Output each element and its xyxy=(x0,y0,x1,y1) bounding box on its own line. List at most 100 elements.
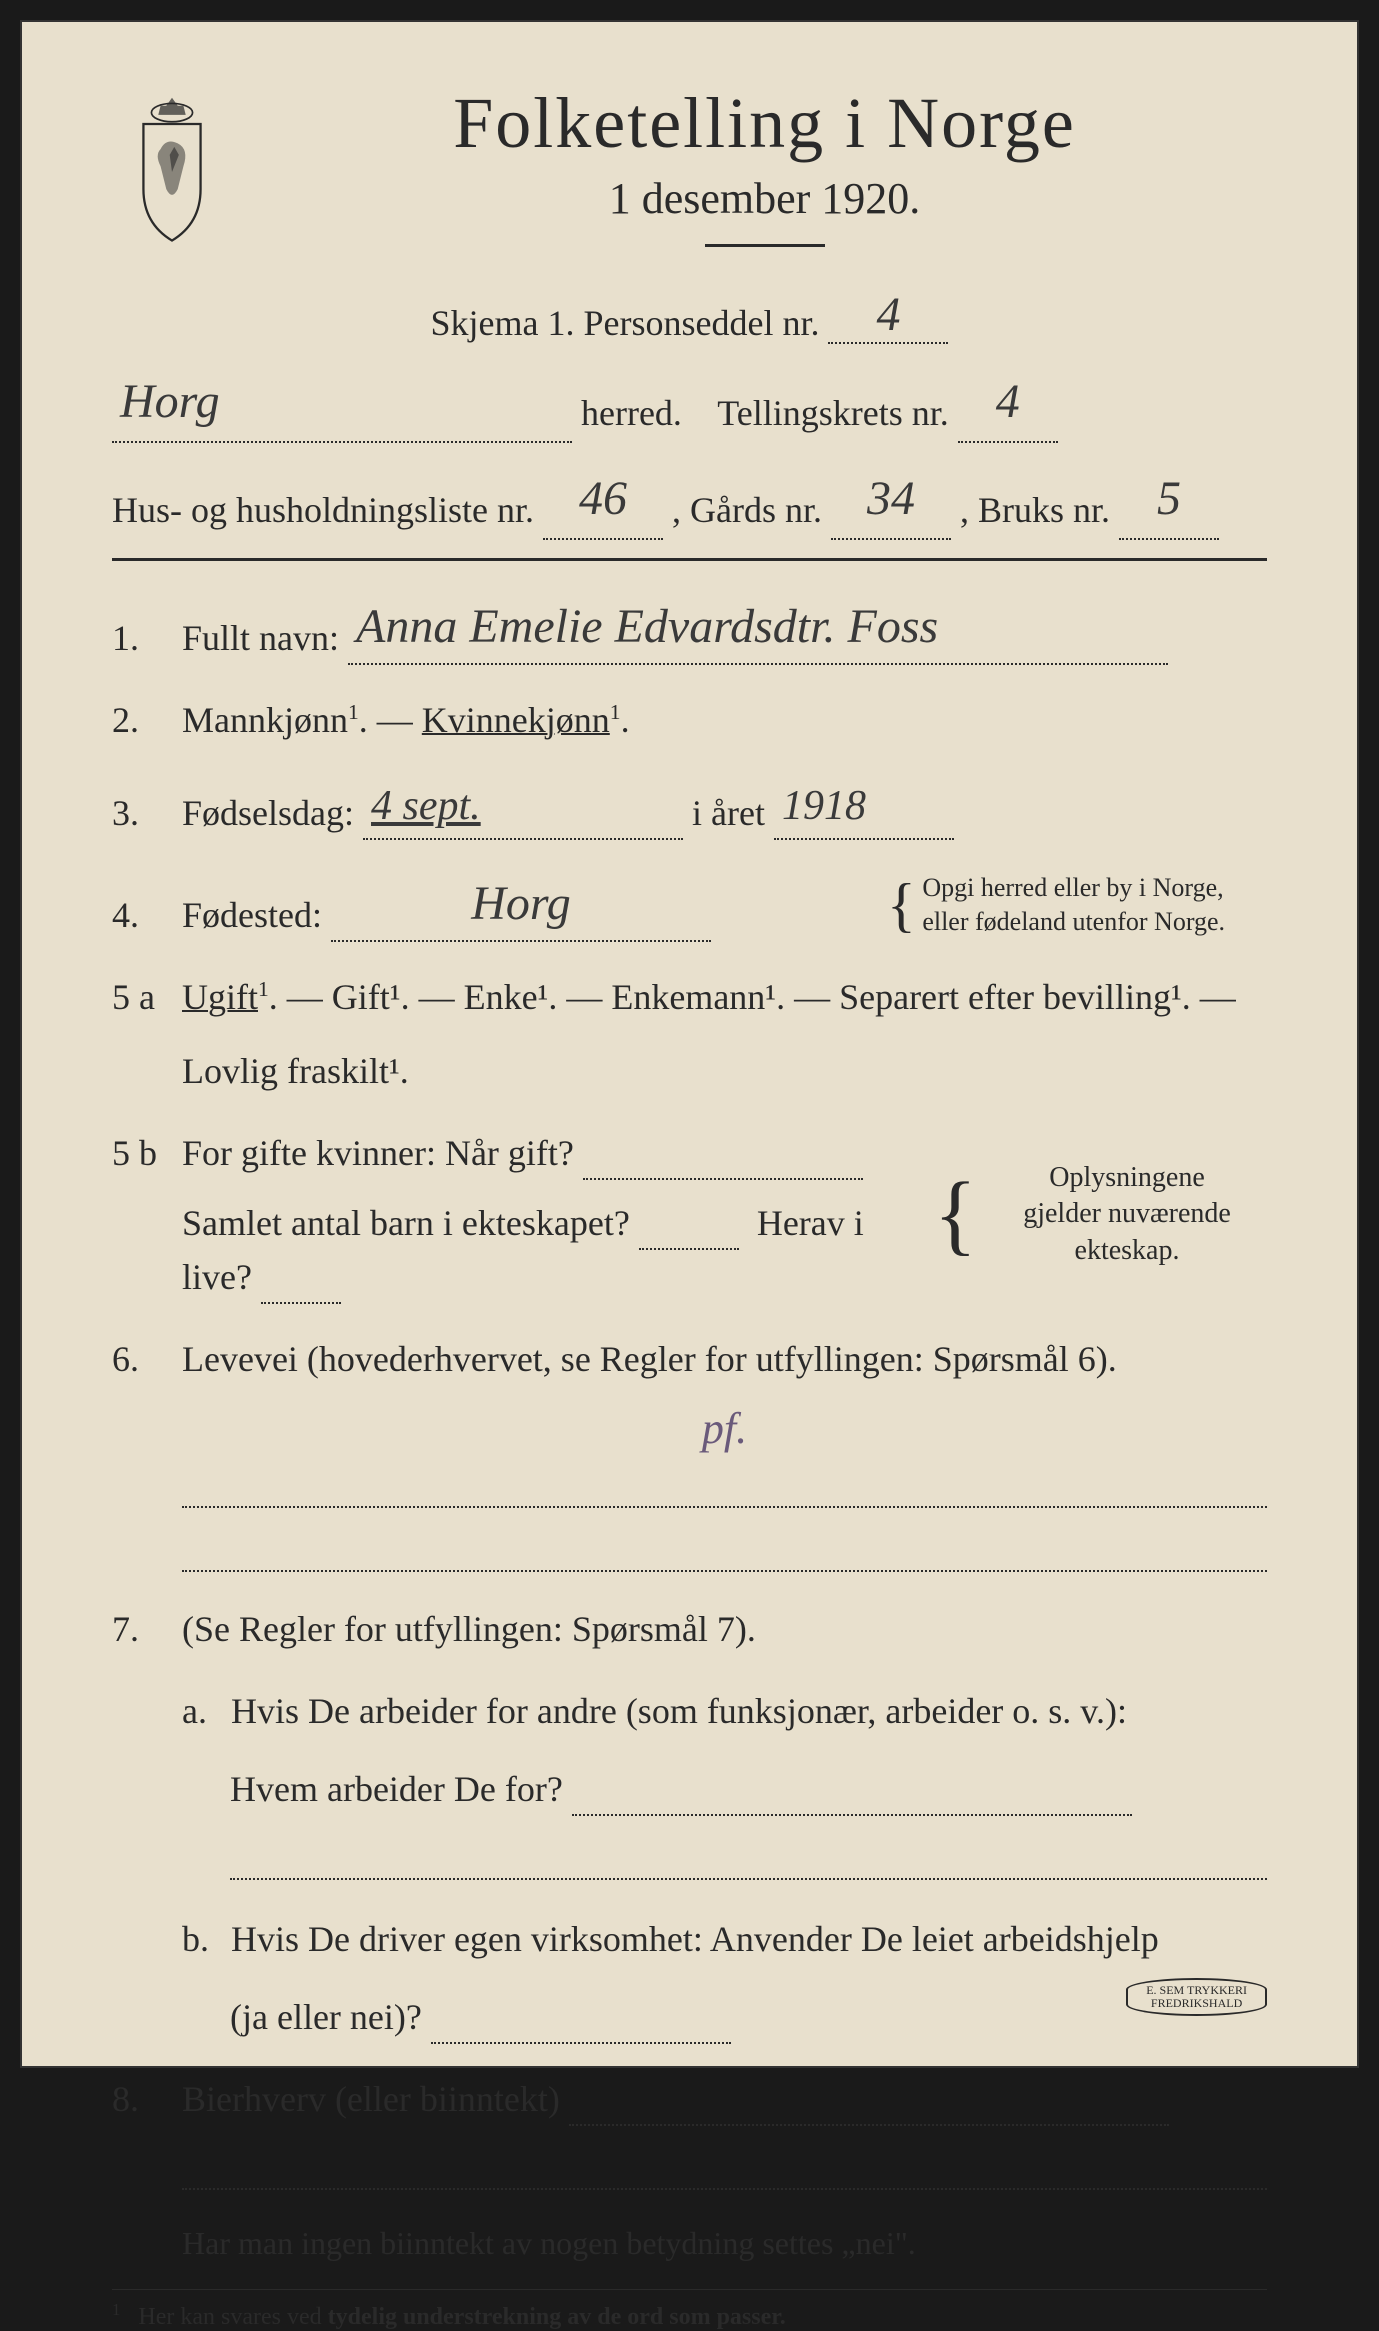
q5a-row: 5 a Ugift1. — Gift¹. — Enke¹. — Enkemann… xyxy=(112,970,1267,1098)
q1-row: 1. Fullt navn: Anna Emelie Edvardsdtr. F… xyxy=(112,591,1267,665)
q5b-brace: { xyxy=(934,1179,977,1251)
q5a-num: 5 a xyxy=(112,976,162,1018)
schema-line: Skjema 1. Personseddel nr. 4 xyxy=(112,287,1267,344)
q8-row: 8. Bierhverv (eller biinntekt) xyxy=(112,2072,1267,2190)
q5a-rest: . — Gift¹. — Enke¹. — Enkemann¹. — Separ… xyxy=(269,977,1236,1017)
krets-label: Tellingskrets nr. xyxy=(717,393,948,433)
gards-label: , Gårds nr. xyxy=(672,490,822,530)
q7a-text1: Hvis De arbeider for andre (som funksjon… xyxy=(231,1691,1127,1731)
q7a-text2: Hvem arbeider De for? xyxy=(230,1769,563,1809)
q6-line1 xyxy=(182,1472,1267,1508)
q5b-gift-field xyxy=(583,1178,863,1180)
q2-content: Mannkjønn1. — Kvinnekjønn1. xyxy=(182,693,1267,747)
q3-year-field: 1918 xyxy=(774,775,954,840)
q8-line2 xyxy=(182,2154,1267,2190)
q5b-row: 5 b For gifte kvinner: Når gift? Samlet … xyxy=(112,1126,1267,1304)
q8-content: Bierhverv (eller biinntekt) xyxy=(182,2072,1267,2190)
q7b-text1: Hvis De driver egen virksomhet: Anvender… xyxy=(231,1919,1159,1959)
bruks-label: , Bruks nr. xyxy=(960,490,1110,530)
herred-label: herred. xyxy=(581,393,682,433)
q5a-ugift: Ugift xyxy=(182,977,258,1017)
coat-of-arms-icon xyxy=(112,92,232,252)
footnote-text: Her kan svares ved tydelig understreknin… xyxy=(138,2304,785,2330)
q5a-line2: Lovlig fraskilt¹. xyxy=(182,1044,1267,1098)
q1-label: Fullt navn: xyxy=(182,618,339,658)
schema-value: 4 xyxy=(828,287,948,344)
q3-label: Fødselsdag: xyxy=(182,793,354,833)
herred-row: Horg herred. Tellingskrets nr. 4 xyxy=(112,364,1267,443)
title-divider xyxy=(705,244,825,247)
q7b: b. Hvis De driver egen virksomhet: Anven… xyxy=(182,1912,1267,2044)
q7a-field xyxy=(572,1814,1132,1816)
husliste-row: Hus- og husholdningsliste nr. 46 , Gårds… xyxy=(112,461,1267,540)
q4-row: 4. Fødested: Horg { Opgi herred eller by… xyxy=(112,868,1267,942)
q7-content: (Se Regler for utfyllingen: Spørsmål 7).… xyxy=(182,1602,1267,2044)
q8-field xyxy=(569,2124,1169,2126)
census-form-page: Folketelling i Norge 1 desember 1920. Sk… xyxy=(20,20,1359,2068)
q7b-line2: (ja eller nei)? xyxy=(230,1990,1267,2044)
q6-content: Levevei (hovederhvervet, se Regler for u… xyxy=(182,1332,1267,1572)
q3-day-field: 4 sept. xyxy=(363,775,683,840)
footnote: 1 Her kan svares ved tydelig understrekn… xyxy=(112,2289,1267,2331)
q7b-text2: (ja eller nei)? xyxy=(230,1997,422,2037)
q5b-barn-field xyxy=(639,1248,739,1250)
q4-note-a: Opgi herred eller by i Norge, xyxy=(922,873,1223,902)
printer-line2: FREDRIKSHALD xyxy=(1146,1997,1247,2010)
q7b-field xyxy=(431,2042,731,2044)
q2-num: 2. xyxy=(112,699,162,741)
q1-value-field: Anna Emelie Edvardsdtr. Foss xyxy=(348,591,1168,665)
q6-label: Levevei (hovederhvervet, se Regler for u… xyxy=(182,1339,1117,1379)
q4-main: Fødested: Horg xyxy=(182,868,887,942)
q2-kvinne: Kvinnekjønn xyxy=(422,700,610,740)
herred-name-field: Horg xyxy=(112,364,572,443)
q8-label: Bierhverv (eller biinntekt) xyxy=(182,2079,560,2119)
q4-num: 4. xyxy=(112,894,162,936)
printer-mark: E. SEM TRYKKERI FREDRIKSHALD xyxy=(1126,1978,1267,2016)
printer-line1: E. SEM TRYKKERI xyxy=(1146,1984,1247,1997)
q7a-label: a. xyxy=(182,1684,222,1738)
footer-note: Har man ingen biinntekt av nogen betydni… xyxy=(182,2218,1267,2269)
hus-value-field: 46 xyxy=(543,461,663,540)
q4-value-field: Horg xyxy=(331,868,711,942)
q5b-note: Oplysningene gjelder nuværende ekteskap. xyxy=(987,1160,1267,1269)
q5b-note2: gjelder nuværende xyxy=(1023,1198,1231,1229)
q5b-num: 5 b xyxy=(112,1132,162,1174)
q2-mann: Mannkjønn xyxy=(182,700,348,740)
header: Folketelling i Norge 1 desember 1920. xyxy=(112,82,1267,277)
q4-label: Fødested: xyxy=(182,895,322,935)
title-block: Folketelling i Norge 1 desember 1920. xyxy=(262,82,1267,277)
q3-row: 3. Fødselsdag: 4 sept. i året 1918 xyxy=(112,775,1267,840)
gards-value-field: 34 xyxy=(831,461,951,540)
subtitle: 1 desember 1920. xyxy=(262,173,1267,224)
q4-note: { Opgi herred eller by i Norge, eller fø… xyxy=(887,871,1267,939)
q6-line2 xyxy=(182,1536,1267,1572)
q2-row: 2. Mannkjønn1. — Kvinnekjønn1. xyxy=(112,693,1267,747)
husliste-prefix: Hus- og husholdningsliste nr. xyxy=(112,490,534,530)
q3-year-label: i året xyxy=(692,793,765,833)
q7a: a. Hvis De arbeider for andre (som funks… xyxy=(182,1684,1267,1880)
q7-label: (Se Regler for utfyllingen: Spørsmål 7). xyxy=(182,1609,756,1649)
q6-num: 6. xyxy=(112,1338,162,1380)
q4-content: Fødested: Horg { Opgi herred eller by i … xyxy=(182,868,1267,942)
q6-value: pf. xyxy=(182,1396,1267,1462)
schema-label: Skjema 1. Personseddel nr. xyxy=(431,303,820,343)
q5b-label1: For gifte kvinner: Når gift? xyxy=(182,1133,574,1173)
q5b-left: For gifte kvinner: Når gift? Samlet anta… xyxy=(182,1126,924,1304)
bruks-value-field: 5 xyxy=(1119,461,1219,540)
q7a-line3 xyxy=(230,1844,1267,1880)
q4-note-b: eller fødeland utenfor Norge. xyxy=(922,907,1225,936)
header-divider xyxy=(112,558,1267,561)
main-title: Folketelling i Norge xyxy=(262,82,1267,165)
q5b-note3: ekteskap. xyxy=(1075,1235,1180,1266)
q3-num: 3. xyxy=(112,792,162,834)
q7a-line2: Hvem arbeider De for? xyxy=(230,1762,1267,1816)
q5a-content: Ugift1. — Gift¹. — Enke¹. — Enkemann¹. —… xyxy=(182,970,1267,1098)
q5b-content: For gifte kvinner: Når gift? Samlet anta… xyxy=(182,1126,1267,1304)
q8-num: 8. xyxy=(112,2078,162,2120)
q5b-note1: Oplysningene xyxy=(1049,1162,1205,1193)
q1-content: Fullt navn: Anna Emelie Edvardsdtr. Foss xyxy=(182,591,1267,665)
q3-content: Fødselsdag: 4 sept. i året 1918 xyxy=(182,775,1267,840)
q1-num: 1. xyxy=(112,617,162,659)
footer-note-text: Har man ingen biinntekt av nogen betydni… xyxy=(182,2225,916,2261)
q7-num: 7. xyxy=(112,1608,162,1650)
